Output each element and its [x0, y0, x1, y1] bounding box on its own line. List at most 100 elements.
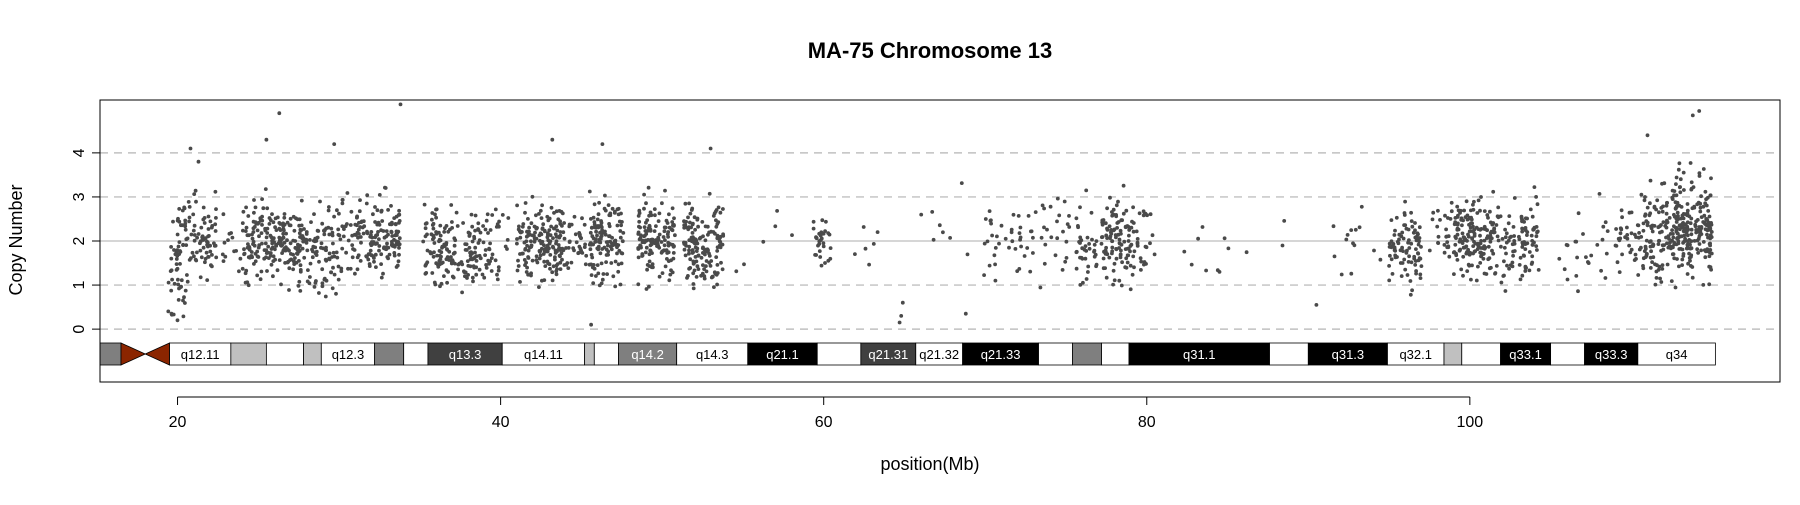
data-point [313, 245, 318, 250]
data-point [819, 263, 824, 268]
data-point [389, 229, 394, 234]
data-point [549, 205, 554, 210]
data-point [397, 219, 402, 223]
data-point [267, 222, 272, 226]
data-point [340, 201, 345, 206]
data-point [1618, 236, 1623, 241]
data-point [1681, 229, 1686, 234]
data-point [1663, 224, 1668, 228]
data-point [611, 274, 616, 279]
data-point [432, 241, 437, 245]
data-point [525, 265, 529, 270]
data-point [208, 249, 213, 254]
data-point [1409, 260, 1414, 265]
data-point [1678, 227, 1682, 232]
data-point [1108, 195, 1112, 200]
data-point [375, 233, 380, 237]
data-point [1430, 217, 1435, 222]
data-point [1405, 248, 1409, 253]
data-point [548, 253, 553, 257]
data-point [529, 239, 533, 244]
data-point [421, 239, 426, 244]
data-point [1651, 255, 1656, 260]
data-point [1039, 235, 1044, 240]
data-point [1394, 215, 1399, 220]
data-point [181, 242, 186, 247]
data-point [670, 206, 675, 211]
data-point [192, 238, 197, 243]
data-point [188, 146, 193, 151]
data-point [184, 237, 189, 242]
data-point [176, 216, 180, 221]
data-point [1139, 268, 1143, 272]
data-point [1499, 280, 1504, 285]
data-point [364, 254, 369, 258]
data-point [277, 111, 282, 116]
data-point [264, 251, 269, 256]
data-point [1685, 272, 1690, 276]
data-point [1479, 246, 1483, 250]
data-point [1081, 280, 1085, 285]
data-point [184, 243, 189, 248]
data-point [1446, 216, 1450, 220]
data-point [1673, 225, 1678, 230]
data-point [702, 276, 707, 281]
data-point [278, 228, 283, 233]
data-point [1629, 247, 1634, 252]
data-point [210, 253, 214, 257]
data-point [1485, 213, 1490, 217]
data-point [467, 245, 472, 250]
data-point [1620, 252, 1624, 257]
data-point [657, 245, 662, 250]
data-point [434, 261, 439, 266]
data-point [1464, 199, 1469, 204]
data-point [340, 198, 345, 202]
data-point [655, 239, 660, 244]
data-point [1701, 283, 1706, 287]
ideogram-band [593, 342, 619, 366]
data-point [1535, 230, 1539, 235]
data-point [545, 235, 550, 240]
data-point [606, 243, 610, 248]
data-point [222, 240, 227, 245]
data-point [1657, 239, 1661, 243]
data-point [329, 270, 334, 275]
data-point [264, 137, 269, 142]
data-point [1332, 254, 1337, 259]
data-point [171, 219, 175, 224]
data-point [206, 255, 211, 259]
data-point [183, 218, 188, 223]
data-point [313, 281, 318, 285]
data-point [1086, 264, 1091, 269]
data-point [379, 275, 384, 280]
data-point [695, 216, 700, 221]
data-point [1488, 239, 1493, 244]
data-point [174, 268, 179, 272]
data-point [465, 259, 470, 263]
data-point [1677, 161, 1682, 166]
data-point [775, 209, 779, 213]
data-point [375, 208, 380, 213]
data-point [556, 243, 561, 247]
data-point [647, 224, 652, 229]
ideogram-band [1269, 342, 1309, 366]
data-point [697, 236, 702, 241]
data-point [1128, 244, 1133, 248]
data-point [1704, 217, 1709, 221]
data-point [1135, 240, 1140, 245]
data-point [170, 312, 174, 317]
data-point [983, 217, 988, 221]
data-point [545, 249, 550, 254]
data-point [298, 289, 303, 293]
data-point [434, 230, 438, 234]
data-point [671, 256, 676, 261]
data-point [476, 228, 481, 233]
data-point [372, 259, 376, 264]
data-point [690, 231, 695, 235]
band-label: q12.3 [332, 347, 365, 362]
data-point [1671, 232, 1675, 236]
data-point [312, 212, 316, 217]
data-point [587, 189, 592, 194]
data-point [431, 233, 436, 238]
data-point [1614, 244, 1619, 248]
